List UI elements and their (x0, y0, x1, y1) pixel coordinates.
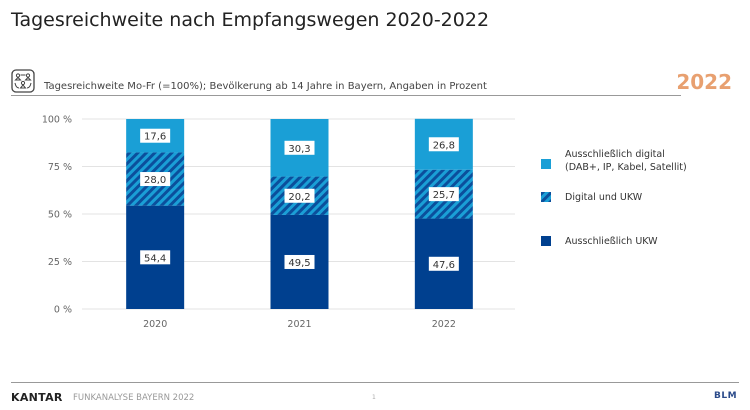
data-label-box (140, 250, 171, 265)
y-tick-label: 25 % (48, 257, 72, 268)
subtitle-divider (11, 95, 681, 96)
data-label-box (140, 128, 171, 143)
data-label: 30,3 (288, 144, 310, 155)
y-tick-label: 75 % (48, 162, 72, 173)
audience-group-icon (11, 69, 35, 93)
data-label: 25,7 (433, 190, 455, 201)
data-label-box (428, 137, 459, 152)
data-label: 20,2 (288, 192, 310, 203)
year-badge: 2022 (676, 70, 732, 94)
footer-text: FUNKANALYSE BAYERN 2022 (73, 393, 195, 403)
data-label: 17,6 (144, 132, 166, 143)
page-title: Tagesreichweite nach Empfangswegen 2020-… (11, 9, 490, 31)
kantar-logo: KANTAR (11, 391, 63, 404)
blm-logo: BLM (714, 391, 738, 401)
data-label-box (284, 140, 315, 155)
y-tick-label: 0 % (54, 305, 72, 316)
page-number: 1 (372, 394, 376, 401)
data-label-box (284, 254, 315, 269)
y-tick-label: 100 % (42, 115, 72, 126)
data-label: 54,4 (144, 253, 166, 264)
data-label: 28,0 (144, 175, 166, 186)
solid-light-swatch-icon (541, 159, 551, 169)
data-label-box (284, 188, 315, 203)
data-label: 47,6 (433, 260, 455, 271)
data-label: 26,8 (433, 140, 455, 151)
x-tick-label: 2021 (287, 319, 311, 330)
footer-divider (11, 382, 739, 383)
x-tick-label: 2022 (432, 319, 456, 330)
hatched-swatch-icon (541, 192, 551, 202)
legend-label: Ausschließlich digital (DAB+, IP, Kabel,… (565, 149, 687, 173)
bar-layer (126, 118, 473, 309)
data-label-box (428, 256, 459, 271)
data-label: 49,5 (288, 258, 310, 269)
chart-subtitle: Tagesreichweite Mo-Fr (=100%); Bevölkeru… (44, 81, 487, 92)
data-label-box (140, 172, 171, 187)
y-tick-label: 50 % (48, 210, 72, 221)
label-layer: 54,4 28,0 17,6 2020 49,5 20,2 30,3 2021 47,6 25,7… (140, 128, 459, 330)
legend-label: Digital und UKW (565, 192, 643, 203)
data-label-box (428, 187, 459, 202)
legend-label: Ausschließlich UKW (565, 236, 658, 247)
solid-dark-swatch-icon (541, 236, 551, 246)
x-tick-label: 2020 (143, 319, 167, 330)
